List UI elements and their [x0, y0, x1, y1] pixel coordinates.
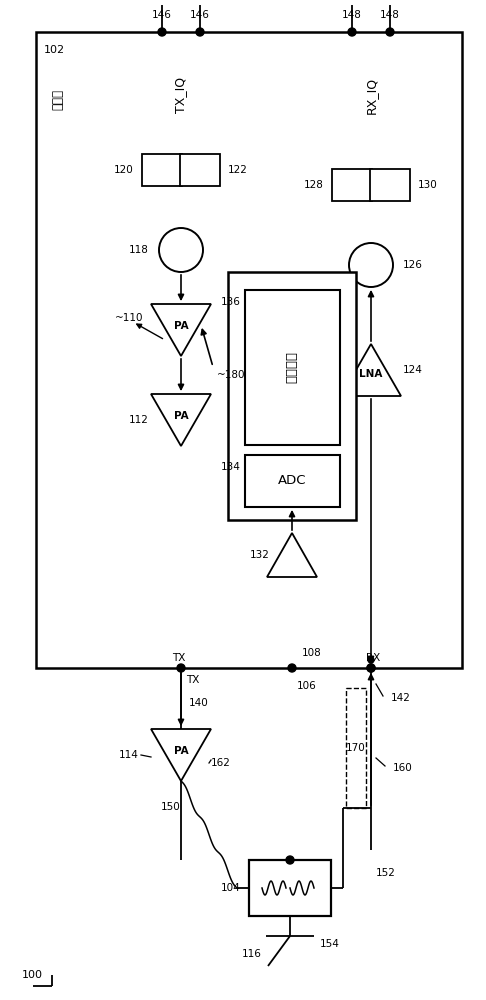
Text: 100: 100	[22, 970, 43, 980]
Circle shape	[158, 28, 166, 36]
Text: 102: 102	[44, 45, 65, 55]
Text: 148: 148	[342, 10, 362, 20]
Text: 170: 170	[346, 743, 366, 753]
Text: RX_IQ: RX_IQ	[364, 76, 378, 114]
Text: ADC: ADC	[278, 475, 306, 488]
Text: 134: 134	[221, 462, 241, 472]
Text: 106: 106	[297, 681, 317, 691]
Text: 154: 154	[320, 939, 340, 949]
Text: 112: 112	[129, 415, 149, 425]
Text: 130: 130	[418, 180, 438, 190]
Text: 140: 140	[189, 698, 209, 708]
Bar	[228, 272, 356, 520]
Circle shape	[177, 664, 185, 672]
Text: 150: 150	[161, 802, 181, 812]
Text: 132: 132	[250, 550, 270, 560]
Bar	[332, 169, 372, 201]
Text: 142: 142	[391, 693, 411, 703]
Text: 136: 136	[221, 297, 241, 307]
Text: 收发器: 收发器	[52, 90, 65, 110]
Text: LNA: LNA	[359, 369, 382, 379]
Text: 120: 120	[114, 165, 134, 175]
Text: ~180: ~180	[217, 370, 245, 380]
Bar	[180, 154, 220, 186]
Text: 108: 108	[302, 648, 322, 658]
Circle shape	[368, 657, 374, 663]
Text: 148: 148	[380, 10, 400, 20]
Text: PA: PA	[174, 321, 188, 331]
Text: 162: 162	[211, 758, 231, 768]
Text: TX: TX	[173, 653, 186, 663]
Bar	[245, 290, 340, 445]
Text: PA: PA	[174, 746, 188, 756]
Text: TX: TX	[186, 675, 199, 685]
Text: 104: 104	[221, 883, 241, 893]
Text: 控制单元: 控制单元	[285, 351, 298, 383]
Bar	[142, 154, 182, 186]
Circle shape	[386, 28, 394, 36]
Circle shape	[367, 664, 375, 672]
Text: PA: PA	[174, 411, 188, 421]
Bar	[36, 32, 462, 668]
Text: 114: 114	[119, 750, 139, 760]
Bar	[249, 860, 331, 916]
Circle shape	[367, 664, 375, 672]
Text: 122: 122	[228, 165, 248, 175]
Text: 146: 146	[152, 10, 172, 20]
Bar	[346, 688, 366, 808]
Bar	[245, 455, 340, 507]
Text: 116: 116	[242, 949, 262, 959]
Text: RX: RX	[366, 653, 380, 663]
Text: 128: 128	[304, 180, 324, 190]
Text: 118: 118	[129, 245, 149, 255]
Text: 146: 146	[190, 10, 210, 20]
Circle shape	[196, 28, 204, 36]
Circle shape	[286, 856, 294, 864]
Text: 124: 124	[403, 365, 423, 375]
Text: 126: 126	[403, 260, 423, 270]
Text: 152: 152	[376, 868, 396, 878]
Circle shape	[348, 28, 356, 36]
Text: 160: 160	[393, 763, 413, 773]
Circle shape	[288, 664, 296, 672]
Bar	[370, 169, 410, 201]
Text: TX_IQ: TX_IQ	[174, 77, 188, 113]
Text: ~110: ~110	[115, 313, 143, 323]
